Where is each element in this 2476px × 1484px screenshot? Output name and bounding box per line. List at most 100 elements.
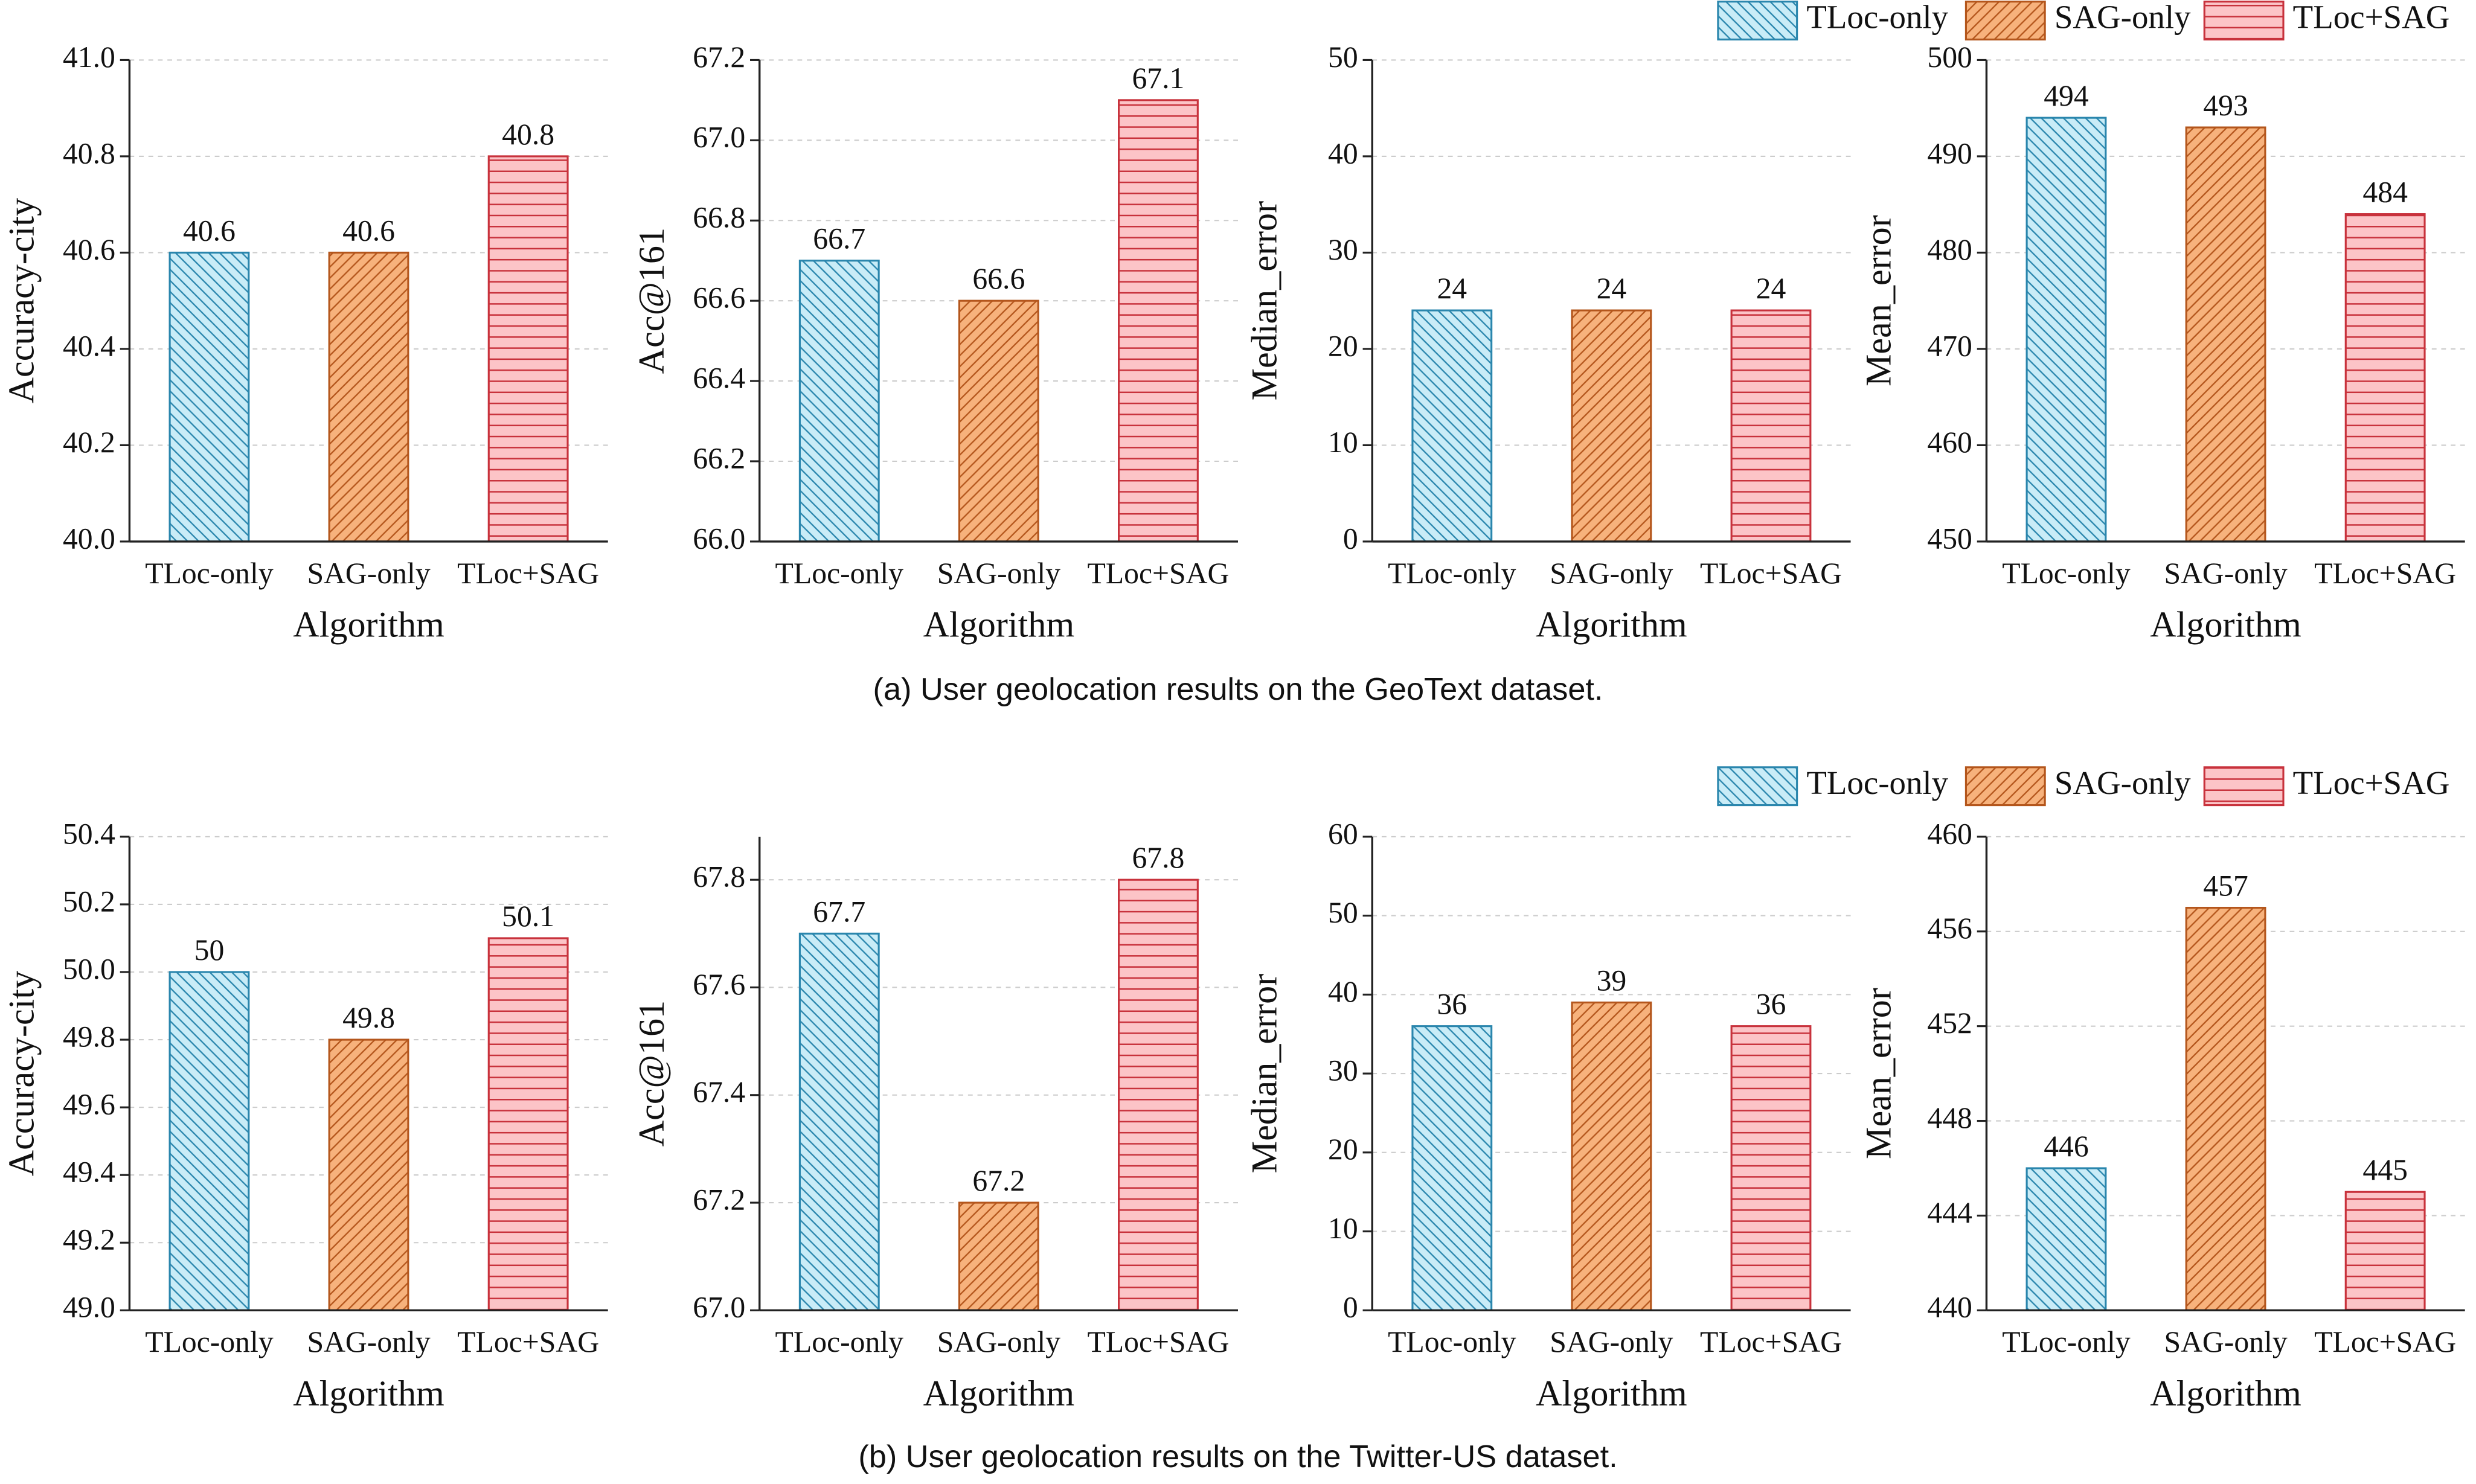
legend-swatch xyxy=(1717,1,1798,40)
value-label: 457 xyxy=(2203,869,2248,903)
x-axis-title: Algorithm xyxy=(923,605,1075,645)
y-tick-label: 66.0 xyxy=(693,522,745,555)
bar xyxy=(2344,213,2426,543)
legend-label: TLoc+SAG xyxy=(2293,0,2450,36)
x-tick-label: TLoc+SAG xyxy=(1700,557,1842,590)
y-tick-label: 50.2 xyxy=(63,884,115,918)
y-tick-label: 66.4 xyxy=(693,361,745,394)
y-tick-label: 20 xyxy=(1328,1133,1358,1166)
value-label: 445 xyxy=(2362,1153,2408,1186)
x-axis-title: Algorithm xyxy=(923,1374,1075,1414)
x-tick-label: TLoc-only xyxy=(775,557,904,590)
y-tick-label: 440 xyxy=(1927,1291,1972,1324)
y-tick-label: 10 xyxy=(1328,1212,1358,1245)
x-tick-label: TLoc-only xyxy=(2002,1325,2131,1358)
y-tick-label: 66.6 xyxy=(693,281,745,315)
y-tick-label: 460 xyxy=(1927,426,1972,459)
bar xyxy=(168,251,250,543)
y-tick-label: 500 xyxy=(1927,40,1972,74)
value-label: 50 xyxy=(194,933,225,967)
y-tick-label: 41.0 xyxy=(63,40,115,74)
y-tick-label: 49.6 xyxy=(63,1088,115,1121)
x-tick-label: TLoc-only xyxy=(1388,557,1516,590)
y-tick-label: 67.6 xyxy=(693,968,745,1001)
x-tick-label: SAG-only xyxy=(937,557,1060,590)
legend-swatch xyxy=(2203,1,2285,40)
y-tick-label: 50.4 xyxy=(63,817,115,850)
y-tick-label: 40.8 xyxy=(63,136,115,170)
bar xyxy=(958,299,1039,543)
y-tick-label: 49.4 xyxy=(63,1156,115,1189)
x-axis-title: Algorithm xyxy=(2150,605,2301,645)
y-tick-label: 10 xyxy=(1328,426,1358,459)
value-label: 24 xyxy=(1597,272,1627,305)
bar xyxy=(487,155,569,543)
x-tick-label: SAG-only xyxy=(937,1325,1060,1358)
x-tick-label: SAG-only xyxy=(307,557,430,590)
legend-swatch xyxy=(1964,1,2046,40)
y-tick-label: 67.8 xyxy=(693,860,745,894)
y-axis-title: Acc@161 xyxy=(632,228,672,374)
legend-label: TLoc-only xyxy=(1806,764,1948,801)
y-tick-label: 40.6 xyxy=(63,233,115,266)
bar xyxy=(798,932,880,1311)
bar xyxy=(328,251,409,543)
y-tick-label: 67.0 xyxy=(693,1291,745,1324)
y-tick-label: 67.4 xyxy=(693,1075,745,1108)
x-axis-title: Algorithm xyxy=(293,1374,444,1414)
value-label: 39 xyxy=(1597,964,1627,997)
y-tick-label: 50.0 xyxy=(63,952,115,985)
bar xyxy=(2025,1167,2107,1311)
x-tick-label: TLoc+SAG xyxy=(457,557,599,590)
y-tick-label: 0 xyxy=(1343,1291,1358,1324)
bar xyxy=(958,1201,1039,1311)
x-axis-title: Algorithm xyxy=(1536,605,1687,645)
bar xyxy=(1118,878,1199,1311)
y-tick-label: 60 xyxy=(1328,817,1358,850)
x-tick-label: TLoc+SAG xyxy=(2314,557,2456,590)
y-axis-title: Accuracy-city xyxy=(2,971,42,1176)
legend-label: TLoc+SAG xyxy=(2293,764,2450,801)
y-axis-title: Acc@161 xyxy=(632,1000,672,1147)
y-tick-label: 470 xyxy=(1927,329,1972,362)
bar xyxy=(1571,309,1652,543)
y-tick-label: 50 xyxy=(1328,896,1358,929)
y-tick-label: 49.2 xyxy=(63,1223,115,1256)
bar xyxy=(2344,1191,2426,1311)
y-tick-label: 40.0 xyxy=(63,522,115,555)
x-tick-label: TLoc-only xyxy=(145,557,274,590)
caption: (b) User geolocation results on the Twit… xyxy=(858,1439,1617,1474)
value-label: 66.6 xyxy=(972,262,1025,295)
y-axis-title: Mean_error xyxy=(1859,215,1899,386)
y-tick-label: 456 xyxy=(1927,912,1972,945)
value-label: 67.1 xyxy=(1132,62,1184,95)
y-tick-label: 66.2 xyxy=(693,441,745,475)
value-label: 66.7 xyxy=(813,222,865,255)
bar xyxy=(1730,309,1812,543)
bar xyxy=(487,937,569,1311)
y-tick-label: 30 xyxy=(1328,233,1358,266)
y-tick-label: 67.2 xyxy=(693,40,745,74)
y-axis-title: Median_error xyxy=(1244,974,1285,1174)
legend-swatch xyxy=(1964,766,2046,807)
value-label: 36 xyxy=(1437,988,1467,1021)
value-label: 36 xyxy=(1756,988,1786,1021)
value-label: 67.8 xyxy=(1132,841,1184,874)
bar xyxy=(1411,1025,1493,1311)
legend-swatch xyxy=(1717,766,1798,807)
y-tick-label: 40 xyxy=(1328,975,1358,1008)
x-tick-label: TLoc+SAG xyxy=(2314,1325,2456,1358)
y-axis-title: Mean_error xyxy=(1859,988,1899,1159)
bar xyxy=(798,260,880,543)
y-tick-label: 460 xyxy=(1927,817,1972,850)
value-label: 40.6 xyxy=(183,214,236,247)
y-tick-label: 444 xyxy=(1927,1196,1972,1229)
value-label: 67.2 xyxy=(972,1164,1025,1197)
x-tick-label: SAG-only xyxy=(2164,1325,2287,1358)
y-tick-label: 49.8 xyxy=(63,1020,115,1053)
y-tick-label: 30 xyxy=(1328,1054,1358,1087)
y-tick-label: 50 xyxy=(1328,40,1358,74)
value-label: 494 xyxy=(2044,79,2089,112)
